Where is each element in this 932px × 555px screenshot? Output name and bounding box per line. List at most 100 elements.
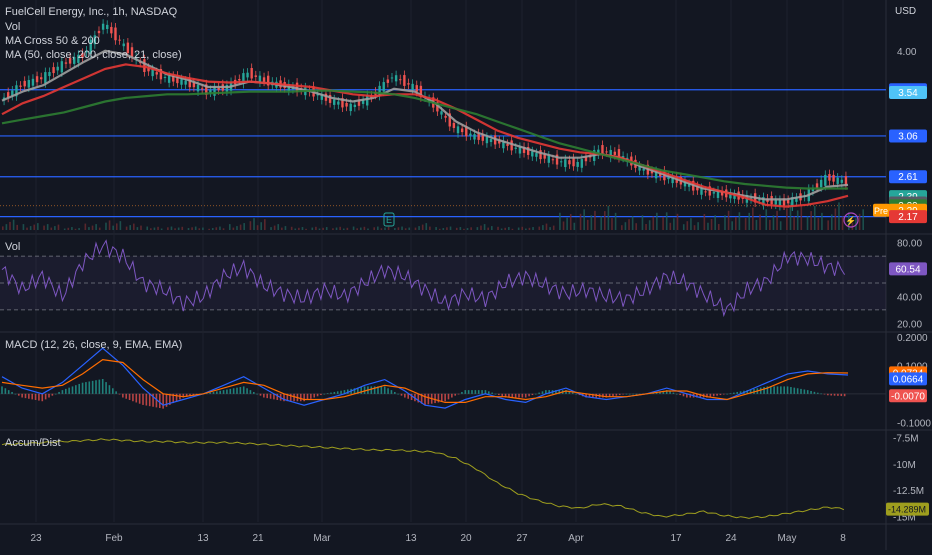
indicator-vol-label[interactable]: Vol bbox=[5, 21, 21, 33]
volume-bar bbox=[765, 209, 768, 230]
macd-histogram-bar bbox=[696, 393, 698, 398]
volume-bar bbox=[301, 227, 304, 230]
volume-bar bbox=[335, 227, 338, 230]
macd-histogram-bar bbox=[138, 393, 141, 404]
candle-body bbox=[729, 193, 732, 199]
candle-body bbox=[382, 82, 385, 92]
macd-histogram-bar bbox=[387, 388, 389, 394]
macd-histogram-bar bbox=[41, 393, 44, 402]
volume-bar bbox=[517, 227, 520, 230]
candle-body bbox=[811, 189, 815, 192]
volume-bar bbox=[813, 205, 816, 230]
macd-histogram-bar bbox=[17, 393, 20, 396]
x-tick-label: May bbox=[778, 533, 797, 544]
candle-body bbox=[35, 76, 39, 83]
macd-histogram-bar bbox=[91, 380, 94, 394]
volume-bar bbox=[703, 214, 706, 230]
candle-body bbox=[110, 26, 113, 34]
macd-histogram-bar bbox=[293, 393, 295, 402]
volume-bar bbox=[776, 210, 778, 230]
x-tick-label: Mar bbox=[313, 533, 331, 544]
macd-histogram-bar bbox=[24, 393, 27, 399]
volume-bar bbox=[408, 227, 411, 230]
macd-histogram-bar bbox=[71, 386, 74, 394]
candle-body bbox=[510, 140, 513, 151]
macd-histogram-bar bbox=[125, 393, 128, 399]
macd-histogram-bar bbox=[380, 386, 383, 394]
volume-bar bbox=[198, 228, 201, 230]
volume-bar bbox=[63, 228, 66, 230]
macd-histogram-bar bbox=[383, 386, 386, 394]
candle-body bbox=[840, 179, 844, 183]
macd-histogram-bar bbox=[827, 393, 829, 396]
rsi-label[interactable]: Vol bbox=[5, 241, 21, 253]
candle-body bbox=[700, 188, 703, 195]
volume-bar bbox=[559, 212, 561, 230]
indicator-ma-label[interactable]: MA (50, close, 200, close, 21, close) bbox=[5, 49, 182, 61]
volume-bar bbox=[693, 225, 696, 230]
candle-body bbox=[266, 75, 270, 86]
candle-body bbox=[139, 62, 142, 64]
macd-histogram-bar bbox=[800, 388, 802, 394]
macd-histogram-bar bbox=[289, 393, 292, 402]
candle-body bbox=[791, 197, 794, 207]
volume-bar bbox=[26, 227, 28, 230]
macd-value-tag bbox=[889, 372, 927, 386]
accum-y-tick: -12.5M bbox=[893, 486, 924, 497]
volume-bar bbox=[727, 210, 730, 230]
volume-bar bbox=[133, 223, 135, 230]
macd-histogram-bar bbox=[283, 393, 285, 402]
volume-bar bbox=[315, 226, 317, 230]
macd-histogram-bar bbox=[48, 393, 50, 398]
candle-body bbox=[378, 85, 381, 96]
macd-histogram-bar bbox=[390, 390, 393, 394]
volume-bar bbox=[435, 227, 437, 230]
macd-label[interactable]: MACD (12, 26, close, 9, EMA, EMA) bbox=[5, 339, 183, 351]
volume-bar bbox=[738, 212, 741, 230]
macd-histogram-bar bbox=[417, 393, 420, 403]
candle-body bbox=[126, 42, 130, 53]
volume-bar bbox=[346, 227, 349, 230]
macd-histogram-bar bbox=[128, 393, 131, 400]
macd-histogram-bar bbox=[699, 393, 702, 398]
macd-histogram-bar bbox=[776, 386, 779, 394]
rsi-value-tag bbox=[889, 262, 927, 276]
candle-body bbox=[386, 79, 390, 83]
volume-bar bbox=[105, 222, 107, 230]
indicator-ma-cross-label[interactable]: MA Cross 50 & 200 bbox=[5, 35, 100, 47]
candle-body bbox=[671, 176, 674, 184]
price-tag-label: 2.61 bbox=[898, 172, 918, 183]
candle-body bbox=[778, 200, 782, 206]
macd-histogram-bar bbox=[467, 390, 470, 394]
volume-bar bbox=[239, 224, 242, 230]
candle-body bbox=[184, 80, 187, 85]
macd-histogram-bar bbox=[175, 393, 178, 402]
volume-bar bbox=[858, 213, 861, 230]
macd-histogram-bar bbox=[44, 393, 47, 400]
volume-bar bbox=[290, 226, 293, 230]
candle-body bbox=[440, 111, 443, 115]
macd-histogram-bar bbox=[508, 393, 510, 398]
macd-histogram-bar bbox=[152, 393, 154, 407]
volume-bar bbox=[755, 219, 758, 230]
macd-histogram-bar bbox=[169, 393, 171, 405]
candle-body bbox=[498, 140, 501, 144]
volume-bar bbox=[46, 224, 49, 230]
volume-bar bbox=[511, 228, 514, 230]
volume-bar bbox=[425, 223, 428, 230]
volume-bar bbox=[542, 225, 544, 230]
macd-histogram-bar bbox=[491, 392, 493, 394]
candle-body bbox=[172, 75, 175, 82]
macd-histogram-bar bbox=[122, 393, 124, 398]
candle-body bbox=[642, 168, 645, 171]
volume-bar bbox=[191, 227, 193, 230]
volume-bar bbox=[281, 227, 283, 230]
macd-histogram-bar bbox=[793, 387, 796, 394]
volume-bar bbox=[545, 223, 548, 230]
macd-histogram-bar bbox=[105, 382, 107, 394]
macd-histogram-bar bbox=[158, 393, 161, 409]
volume-bar bbox=[284, 226, 287, 230]
accum-label[interactable]: Accum/Dist bbox=[5, 437, 61, 449]
